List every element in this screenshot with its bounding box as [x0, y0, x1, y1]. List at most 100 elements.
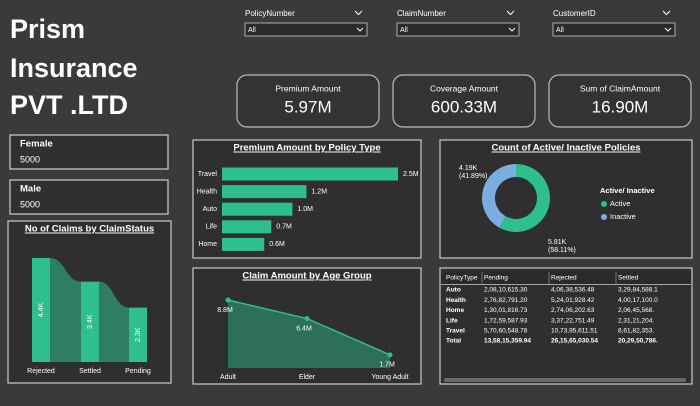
slicer-dropdown[interactable]	[244, 22, 368, 37]
table-cell: 3,37,22,751.49	[551, 317, 595, 324]
chevron	[506, 10, 515, 16]
data-label: 3.4K	[87, 314, 94, 329]
area-fill	[228, 300, 390, 368]
gender-value: 5000	[20, 199, 40, 209]
data-label: 1.7M	[379, 362, 395, 369]
gender-label: Male	[20, 184, 41, 195]
data-label: 1.0M	[297, 206, 313, 213]
bar	[222, 202, 293, 216]
title-line: Prism	[10, 14, 85, 44]
slicer-value: All	[400, 27, 408, 34]
slicer-dropdown[interactable]	[396, 22, 520, 37]
x-tick-label: Pending	[125, 368, 151, 375]
panel	[439, 139, 693, 259]
legend-swatch	[601, 201, 607, 207]
title-line: PVT .LTD	[10, 90, 128, 120]
slicer-value: All	[248, 27, 256, 34]
data-label: 0.6M	[269, 241, 285, 248]
y-tick-label: Life	[206, 224, 217, 231]
bar	[222, 185, 307, 199]
chevron	[508, 27, 516, 32]
table-header-bg	[441, 272, 691, 284]
bar	[32, 258, 50, 362]
table: PolicyType Pending Rejected Settled Auto 2,08…	[441, 272, 691, 345]
slicer-value: All	[556, 27, 564, 34]
table-cell: Life	[446, 317, 458, 324]
gender-card	[9, 179, 169, 215]
bar	[222, 167, 398, 181]
slicer-dropdown[interactable]	[552, 22, 676, 37]
ribbon	[99, 281, 129, 362]
table-header: PolicyType	[446, 275, 478, 282]
legend-title: Active/ Inactive	[600, 186, 655, 195]
data-label: 5.81K	[548, 239, 567, 246]
chevron	[354, 10, 363, 16]
table-cell: 26,15,65,030.54	[551, 338, 598, 345]
table-cell: 8,61,82,353.	[618, 328, 654, 335]
table-cell: Total	[446, 338, 461, 345]
kpi-value: 5.97M	[284, 97, 331, 116]
x-tick-label: Rejected	[27, 368, 55, 375]
kpi-card	[392, 74, 536, 128]
panel	[192, 267, 422, 385]
data-label: 1.2M	[311, 188, 327, 195]
table-cell: 20,29,50,786.	[618, 338, 658, 345]
x-tick-label: Elder	[299, 374, 316, 381]
legend-label: Active	[610, 199, 630, 208]
table-cell: Auto	[446, 287, 461, 294]
donut-slice	[499, 164, 550, 232]
table-header: Settled	[618, 275, 639, 282]
gender-card	[9, 134, 169, 170]
point	[304, 316, 310, 322]
title-line: Insurance	[10, 53, 138, 83]
table-cell: 13,58,15,359.94	[484, 338, 531, 345]
table-cell: 2,76,82,791.20	[484, 297, 528, 304]
kpi-label: Coverage Amount	[430, 83, 499, 93]
legend-swatch	[601, 214, 607, 220]
data-label: 2.3K	[135, 327, 142, 342]
data-label: 4.4K	[38, 302, 45, 317]
data-label: 4.19K	[459, 165, 478, 172]
table-cell: 4,00,17,100.0	[618, 297, 658, 304]
table-cell: 2,74,06,202.63	[551, 307, 595, 314]
chart-title: Claim Amount by Age Group	[242, 271, 371, 282]
x-tick-label: Settled	[79, 368, 101, 375]
y-tick-label: Auto	[203, 206, 218, 213]
legend-label: Inactive	[610, 212, 636, 221]
data-label: 2.5M	[403, 171, 419, 178]
scrollbar[interactable]	[444, 378, 686, 382]
table-cell: 1,72,59,587.93	[484, 317, 528, 324]
table-cell: 1,30,01,816.73	[484, 307, 528, 314]
gender-label: Female	[20, 139, 53, 150]
kpi-card	[548, 74, 692, 128]
bar	[81, 281, 99, 362]
point	[387, 352, 393, 358]
table-cell: 5,24,01,928.42	[551, 297, 595, 304]
table-cell: 3,29,84,588.1	[618, 287, 658, 294]
bar	[222, 220, 272, 234]
bar	[222, 237, 265, 251]
table-cell: 2,08,10,615.30	[484, 287, 528, 294]
data-percent: (41.89%)	[459, 173, 487, 180]
chart-title: Count of Active/ Inactive Policies	[491, 143, 640, 154]
kpi-value: 16.90M	[592, 97, 649, 116]
table-cell: 4,06,38,536.48	[551, 287, 595, 294]
table-cell: 5,70,60,548.78	[484, 328, 528, 335]
slicer-label: PolicyNumber	[245, 9, 295, 18]
data-label: 8.8M	[217, 307, 233, 314]
data-label: 0.7M	[276, 224, 292, 231]
gender-value: 5000	[20, 154, 40, 164]
slicer-label: CustomerID	[553, 9, 596, 18]
x-tick-label: Young Adult	[371, 374, 408, 381]
table-cell: 10,73,95,611.51	[551, 328, 598, 335]
slicer-label: ClaimNumber	[397, 9, 446, 18]
y-tick-label: Health	[197, 188, 217, 195]
table-cell: Home	[446, 307, 464, 314]
table-header: Pending	[484, 275, 508, 282]
table-cell: Travel	[446, 328, 465, 335]
bar	[129, 307, 147, 362]
kpi-card	[236, 74, 380, 128]
chevron	[356, 27, 364, 32]
data-label: 6.4M	[296, 325, 312, 332]
